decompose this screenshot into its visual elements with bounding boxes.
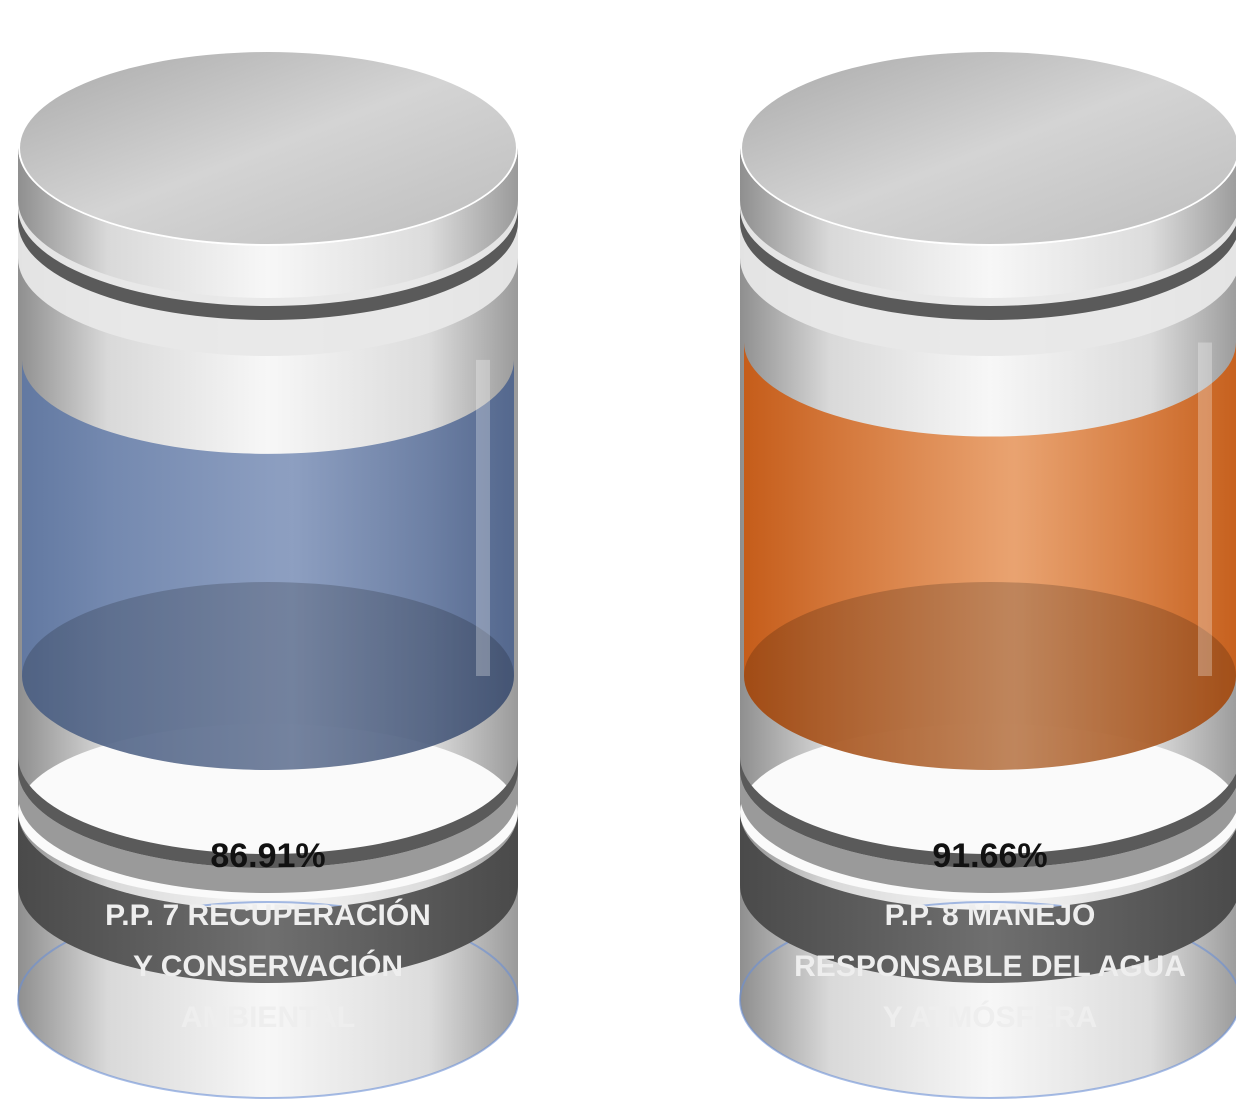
liquid-bottom-shade [22,582,514,770]
label-band [18,812,518,983]
cylinder-base-rim [739,901,1236,1099]
cylinder-1: 86.91% P.P. 7 RECUPERACIÓN Y CONSERVACIÓN A… [17,52,519,1099]
cylinder-base-rim [17,901,519,1099]
label-band [740,812,1236,983]
category-label-line: RESPONSABLE DEL AGUA [794,950,1186,983]
upper-ring [740,200,1236,356]
category-label-line: P.P. 8 MANEJO [885,899,1096,932]
value-label: 91.66% [932,837,1047,875]
lower-ring [18,770,518,893]
cap-side [740,148,1236,288]
liquid-fill [22,359,514,770]
upper-ring [18,200,518,356]
category-label-line: Y CONSERVACIÓN [133,949,403,983]
liquid-bottom-shade [744,582,1236,770]
category-label-line: P.P. 7 RECUPERACIÓN [105,898,431,932]
cap-top [20,52,516,244]
value-label: 86.91% [210,837,325,875]
cylinders-layer: 86.91% P.P. 7 RECUPERACIÓN Y CONSERVACIÓN A… [17,52,1236,1099]
cap-side [18,148,518,288]
glass-highlight [1198,342,1212,676]
category-label-line: AMBIENTAL [181,1001,355,1034]
cap-top [742,52,1236,244]
glass-highlight [476,359,490,676]
cylinder-2: 91.66% P.P. 8 MANEJO RESPONSABLE DEL AGUA Y… [739,52,1236,1099]
category-label-line: Y ATMÓSFERA [883,1000,1097,1034]
lower-ring [740,770,1236,893]
liquid-fill [744,342,1236,770]
